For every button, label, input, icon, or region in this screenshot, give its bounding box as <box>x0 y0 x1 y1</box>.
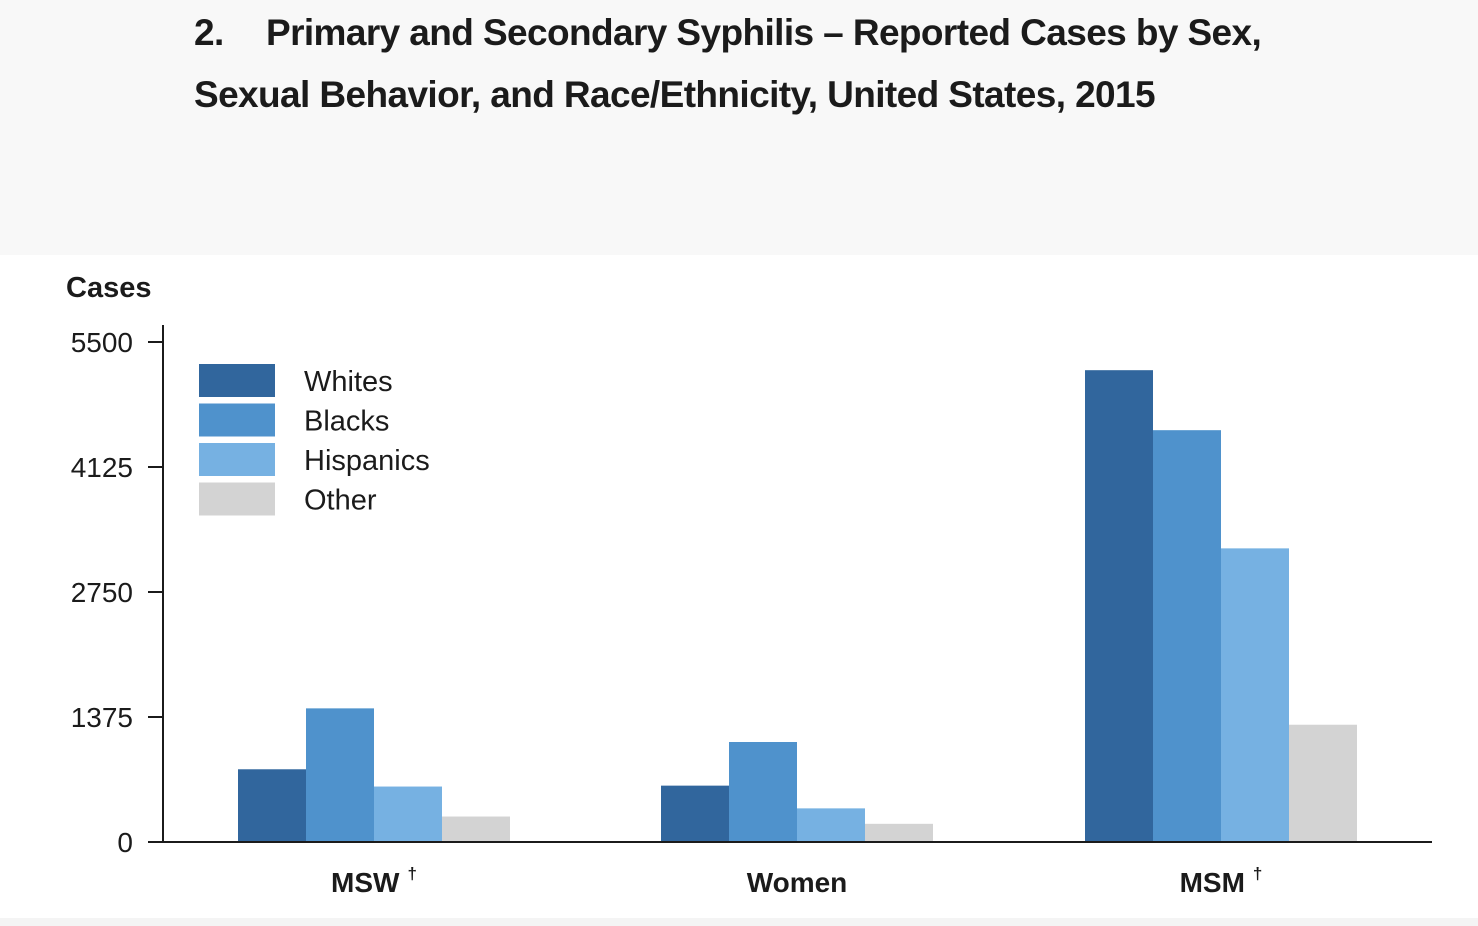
legend-swatch <box>199 443 275 476</box>
legend-label: Other <box>304 485 377 517</box>
x-category-label: Women <box>747 867 848 898</box>
dagger-mark: † <box>1253 864 1262 883</box>
dagger-mark: † <box>407 864 416 883</box>
bar-chart: Cases 0 1375 2750 4125 5500 MSW † Women MSM † White… <box>66 272 1432 898</box>
y-tick-label: 2750 <box>71 577 133 608</box>
legend-label: Hispanics <box>304 445 430 477</box>
bar-other <box>1289 724 1357 842</box>
bar-blacks <box>1153 430 1221 842</box>
chart-title-line-1: 2. Primary and Secondary Syphilis – Repor… <box>194 12 1262 54</box>
bar-whites <box>238 769 306 842</box>
y-tick-label: 1375 <box>71 702 133 733</box>
bar-whites <box>1085 370 1153 842</box>
legend-swatch <box>199 482 275 516</box>
legend-swatch <box>199 403 275 437</box>
x-category-label: MSW † <box>331 864 417 898</box>
bar-hispanics <box>1221 548 1289 842</box>
y-axis-label: Cases <box>66 272 151 304</box>
bar-blacks <box>306 708 374 842</box>
y-tick-label: 5500 <box>71 327 133 358</box>
figure-number: 2. <box>194 12 224 53</box>
y-tick-label: 4125 <box>71 452 133 483</box>
bottom-strip <box>0 918 1478 926</box>
page-header: 2. Primary and Secondary Syphilis – Repor… <box>0 0 1478 255</box>
legend-label: Blacks <box>304 406 389 438</box>
bar-hispanics <box>374 786 442 842</box>
x-category-label: MSM † <box>1180 864 1263 898</box>
y-tick-label: 0 <box>117 827 133 858</box>
bar-hispanics <box>797 808 865 842</box>
chart-title-text-1: Primary and Secondary Syphilis – Reporte… <box>266 12 1262 53</box>
legend-swatch <box>199 364 275 397</box>
chart-title-line-2: Sexual Behavior, and Race/Ethnicity, Uni… <box>194 74 1156 115</box>
bar-whites <box>661 785 729 842</box>
bar-other <box>865 823 933 842</box>
legend-label: Whites <box>304 366 393 398</box>
bar-blacks <box>729 742 797 842</box>
chart-panel: Cases 0 1375 2750 4125 5500 MSW † Women MSM † White… <box>0 255 1478 918</box>
bar-other <box>442 816 510 842</box>
